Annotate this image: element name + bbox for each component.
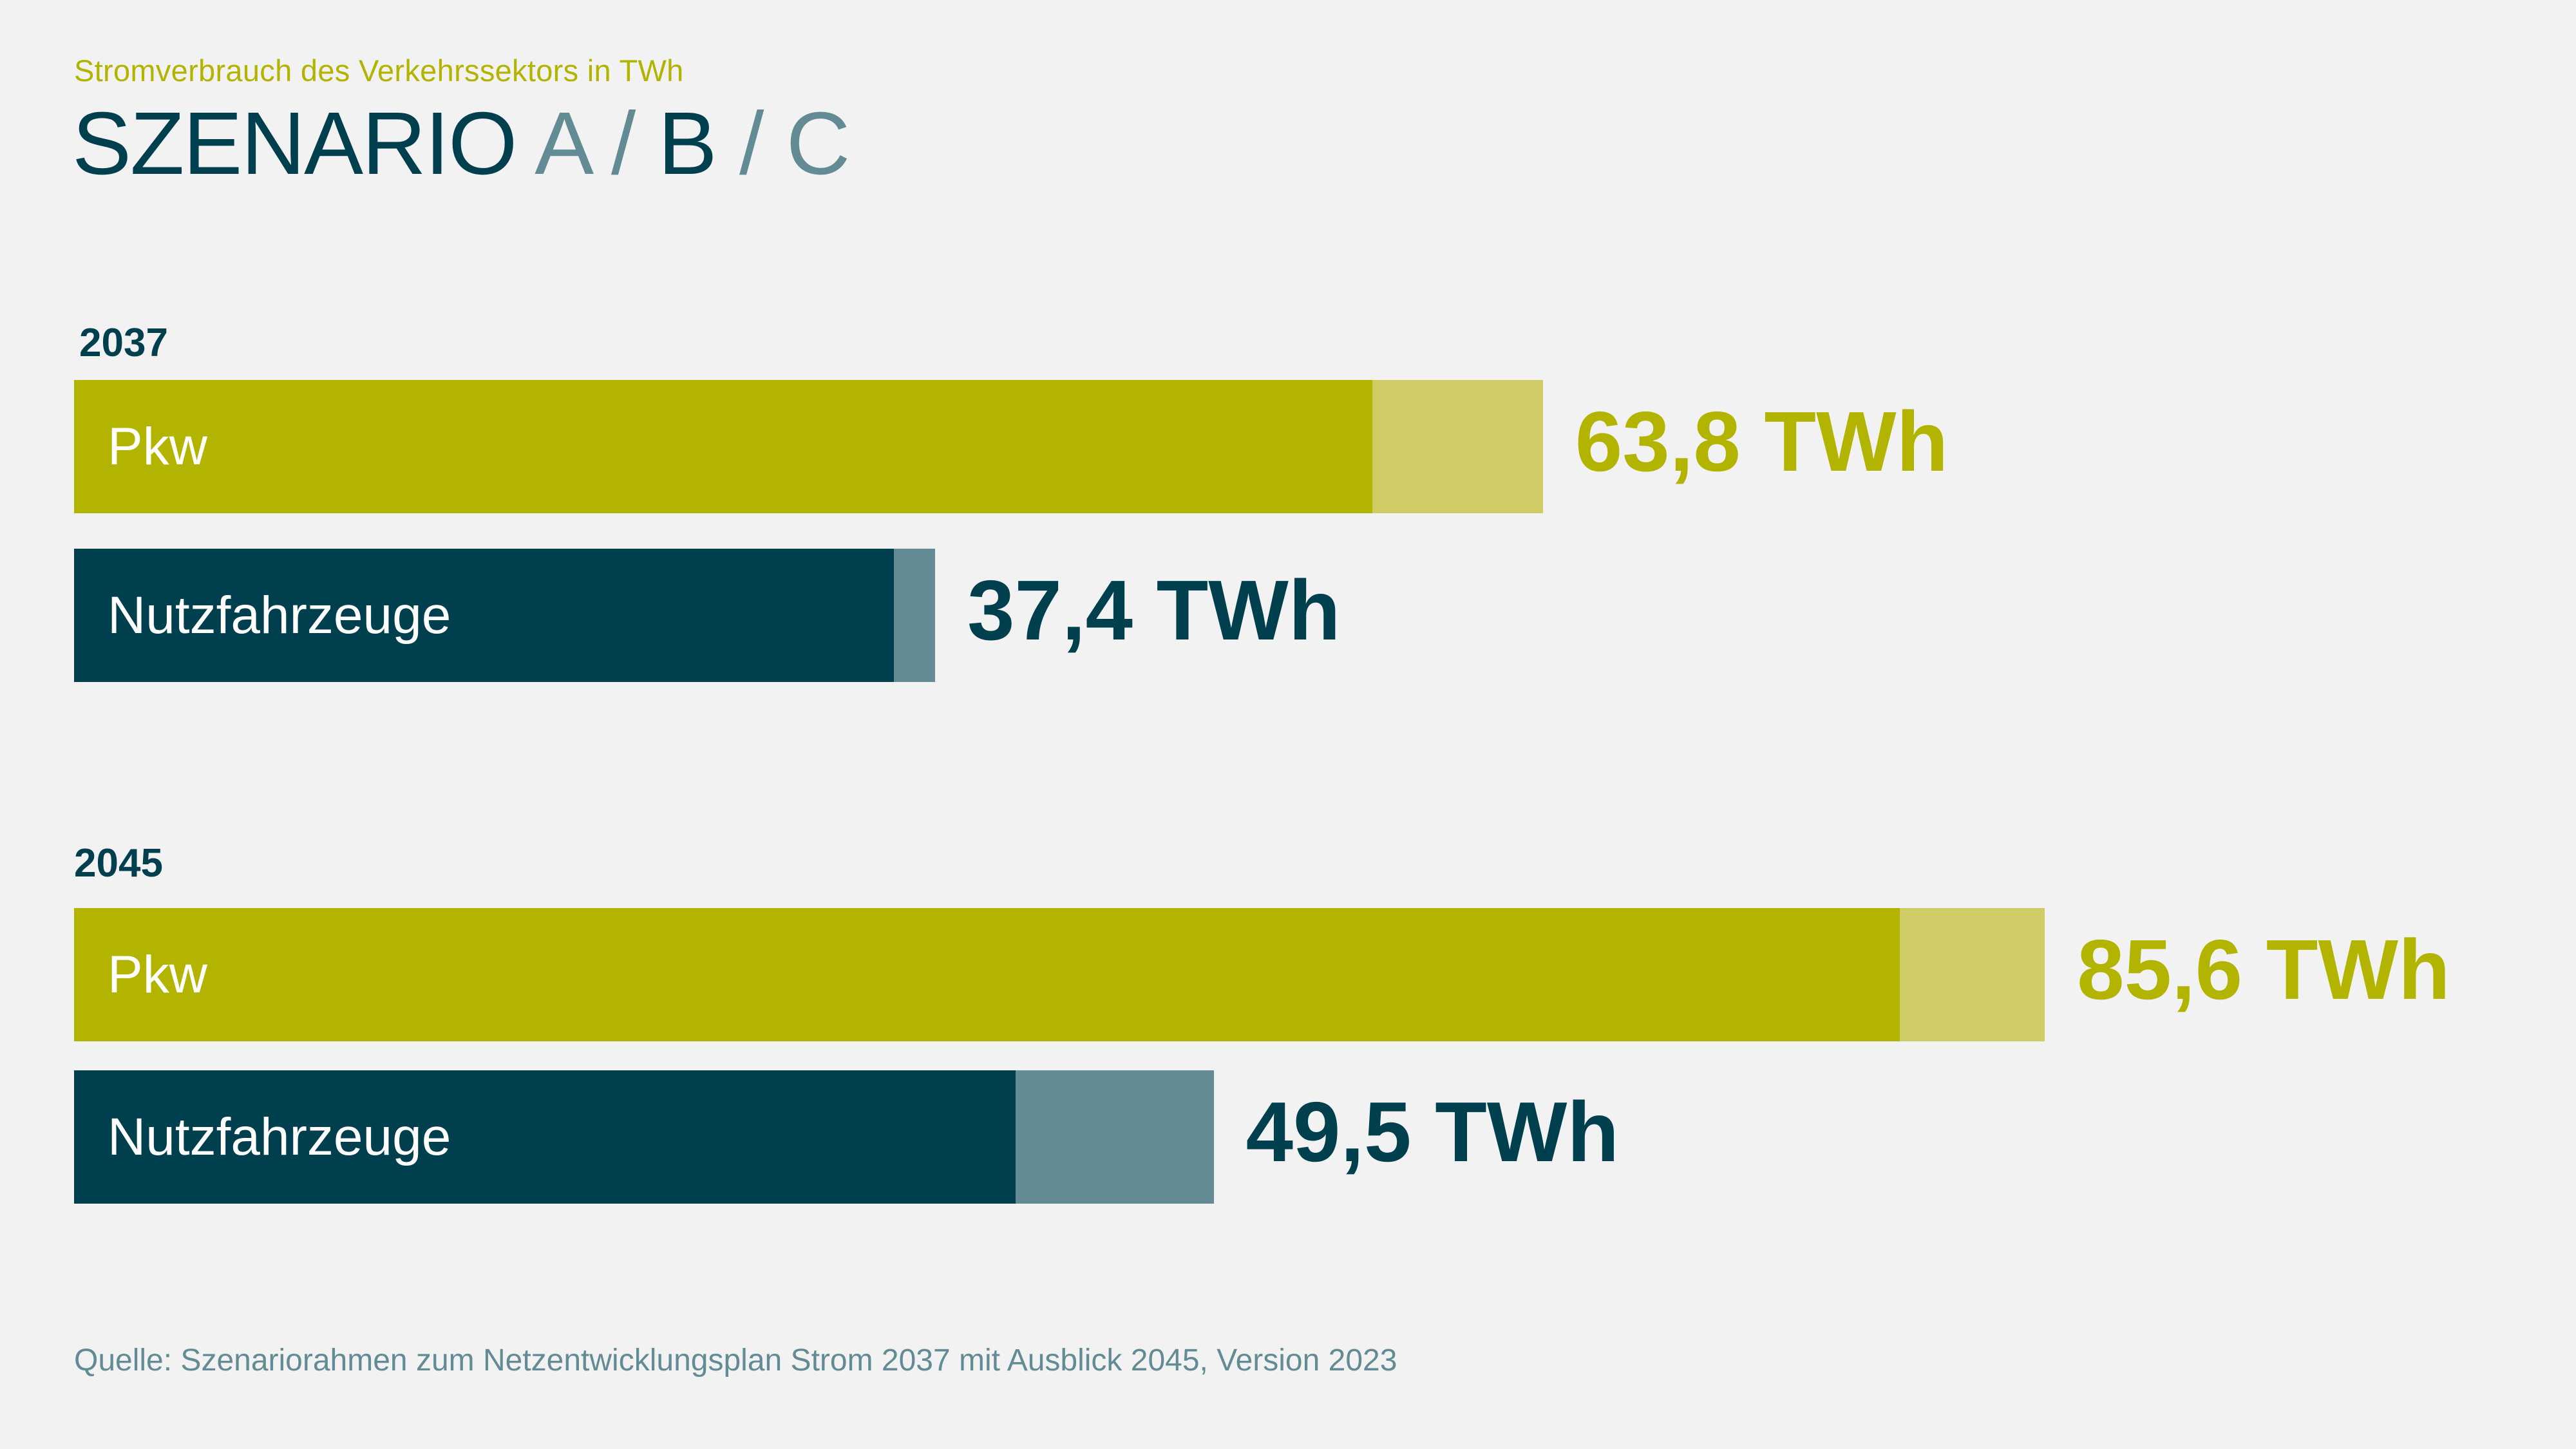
bar-value-label-pkw-2045: 85,6 TWh [2077, 922, 2450, 1017]
bar-segment-extra-pkw-2037 [1372, 380, 1543, 513]
title-word: SZENARIO [72, 94, 517, 193]
year-label-2037: 2037 [79, 321, 168, 365]
scenario-b-label: B [658, 94, 717, 193]
bar-segment-main-pkw-2037 [74, 380, 1373, 513]
bar-category-label: Pkw [108, 417, 207, 476]
bar-row-nutzfahrzeuge-2037: Nutzfahrzeuge [74, 549, 936, 682]
bar-segment-main-nutzfahrzeuge-2045 [74, 1070, 1016, 1204]
chart-title: SZENARIO A / B / C [72, 89, 851, 198]
scenario-c-label: C [786, 94, 851, 193]
bar-category-label: Nutzfahrzeuge [108, 586, 451, 645]
bar-segment-extra-pkw-2045 [1899, 908, 2045, 1041]
bar-segment-extra-nutzfahrzeuge-2045 [1016, 1070, 1214, 1204]
bar-segment-main-pkw-2045 [74, 908, 1900, 1041]
bar-row-pkw-2045: Pkw [74, 908, 2045, 1041]
bar-category-label: Pkw [108, 945, 207, 1004]
bar-segment-extra-nutzfahrzeuge-2037 [893, 549, 936, 682]
year-label-2045: 2045 [74, 841, 163, 886]
scenario-a-label: A [535, 94, 589, 193]
bar-row-nutzfahrzeuge-2045: Nutzfahrzeuge [74, 1070, 1214, 1204]
bar-value-label-pkw-2037: 63,8 TWh [1575, 394, 1949, 489]
source-note: Quelle: Szenariorahmen zum Netzentwicklu… [74, 1343, 1397, 1378]
bar-segment-main-nutzfahrzeuge-2037 [74, 549, 894, 682]
chart-subtitle: Stromverbrauch des Verkehrssektors in TW… [74, 53, 684, 88]
title-separator: / [611, 94, 636, 193]
bar-row-pkw-2037: Pkw [74, 380, 1543, 513]
bar-value-label-nutzfahrzeuge-2037: 37,4 TWh [967, 563, 1341, 658]
bar-value-label-nutzfahrzeuge-2045: 49,5 TWh [1245, 1084, 1620, 1179]
title-separator: / [739, 94, 764, 193]
bar-category-label: Nutzfahrzeuge [108, 1108, 451, 1166]
